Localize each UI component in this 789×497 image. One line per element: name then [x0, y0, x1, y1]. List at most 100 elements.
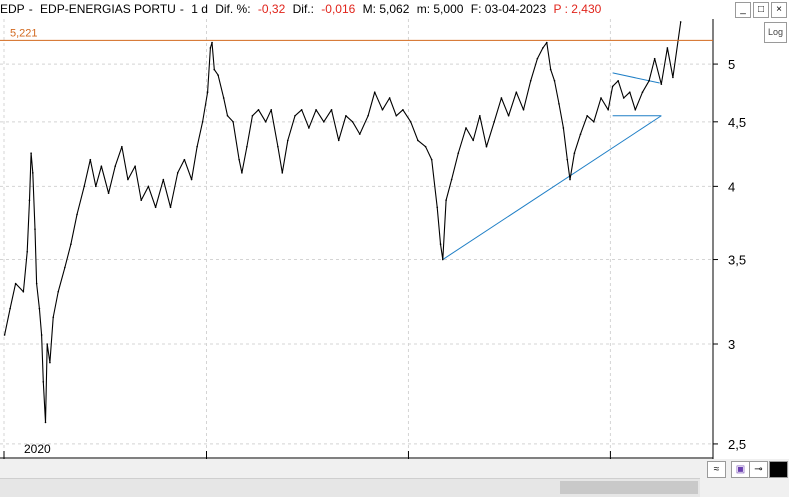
price-point — [42, 381, 45, 383]
price-point — [417, 139, 419, 142]
price-point — [436, 206, 439, 209]
dif-pct-label: Dif. %: — [215, 2, 251, 16]
price-point — [222, 97, 225, 99]
price-point — [672, 76, 674, 79]
price-point — [38, 307, 41, 310]
dif-label: Dif.: — [292, 2, 314, 16]
price-point — [507, 114, 510, 117]
price-point — [46, 343, 48, 345]
price-point — [558, 103, 560, 105]
price-point — [542, 47, 544, 49]
price-point — [206, 91, 209, 93]
price-point — [648, 79, 650, 82]
price-point — [257, 108, 260, 111]
price-point — [607, 108, 609, 111]
symbol: EDP — [0, 2, 25, 16]
price-point — [600, 97, 602, 99]
price-point — [28, 199, 31, 202]
y-ticks: 2,5 3 3,5 4 4,5 5 — [713, 57, 746, 452]
reference-label: 5,221 — [10, 27, 38, 39]
price-point — [277, 145, 279, 148]
trendline — [442, 115, 662, 260]
log-scale-button[interactable]: Log — [764, 22, 787, 43]
wave-tool-icon[interactable]: ≈ — [707, 461, 726, 478]
price-point — [264, 121, 267, 123]
price-point — [441, 258, 444, 261]
y-axis-area — [713, 19, 789, 459]
price-point — [465, 127, 467, 129]
price-point — [70, 243, 72, 245]
color-icon[interactable] — [769, 461, 788, 478]
reference-layer: 5,221 — [0, 27, 713, 41]
y-tick-label: 4,5 — [728, 115, 746, 130]
price-point — [196, 145, 198, 148]
price-point — [213, 68, 216, 71]
price-point — [586, 114, 588, 117]
price-point — [381, 108, 384, 111]
price-point — [424, 145, 427, 148]
price-point — [127, 178, 129, 181]
price-point — [232, 121, 234, 123]
price-point — [100, 165, 103, 167]
price-point — [294, 114, 296, 117]
price-point — [34, 228, 36, 230]
price-point — [545, 41, 548, 44]
horizontal-scrollbar[interactable] — [0, 478, 700, 497]
price-point — [107, 192, 110, 195]
price-point — [83, 185, 86, 188]
price-point — [579, 133, 582, 135]
date-value: F: 03-04-2023 — [470, 2, 547, 16]
maximize-button[interactable]: □ — [753, 2, 769, 18]
price-point — [169, 206, 172, 209]
price-point — [439, 243, 442, 245]
close-button[interactable]: × — [771, 2, 787, 18]
price-point — [238, 158, 240, 161]
price-point — [409, 121, 412, 123]
series-start-label: 2020 — [24, 442, 51, 456]
price-point — [201, 121, 204, 123]
price-point — [430, 158, 433, 161]
price-point — [549, 68, 552, 71]
price-point — [330, 108, 333, 111]
scrollbar-thumb[interactable] — [560, 481, 698, 494]
price-point — [493, 121, 496, 123]
price-point — [89, 158, 92, 161]
price-point — [515, 91, 518, 93]
price-chart[interactable]: 5,221 2,5 3 3,5 4 4,5 5 20202021202220232020 — [0, 19, 789, 459]
price-point — [300, 108, 303, 111]
price-point — [388, 97, 391, 99]
chart-title-bar: EDP - EDP-ENERGIAS PORTU - 1 d Dif. %: -0,… — [0, 0, 789, 20]
price-point — [49, 361, 51, 364]
price-point — [457, 152, 460, 154]
price-point — [26, 250, 29, 253]
price-point — [323, 121, 325, 123]
plot-area — [0, 19, 713, 459]
save-icon[interactable]: ▣ — [731, 461, 750, 478]
price-point — [593, 121, 595, 123]
min-value: m: 5,000 — [416, 2, 464, 16]
price-point — [140, 199, 143, 202]
y-tick-label: 2,5 — [728, 437, 746, 452]
price-point — [162, 178, 165, 181]
price-point — [660, 83, 663, 85]
price-point — [176, 172, 179, 174]
pin-icon[interactable]: ⊸ — [749, 461, 768, 478]
y-tick-label: 3 — [728, 337, 735, 352]
price-point — [183, 158, 186, 161]
price-point — [64, 266, 66, 269]
price-point — [617, 79, 619, 82]
price-point — [345, 114, 347, 117]
price-point — [30, 152, 32, 154]
price-point — [251, 114, 254, 117]
price-point — [246, 145, 248, 148]
price-point — [485, 145, 488, 148]
price-point — [308, 127, 310, 129]
price-point — [121, 145, 123, 148]
price-point — [14, 282, 17, 285]
price-point — [522, 108, 525, 111]
minimize-button[interactable]: _ — [735, 2, 751, 18]
price-point — [479, 114, 481, 117]
price-point — [536, 57, 539, 60]
dif-value: -0,016 — [321, 2, 356, 16]
y-tick-label: 3,5 — [728, 253, 746, 268]
